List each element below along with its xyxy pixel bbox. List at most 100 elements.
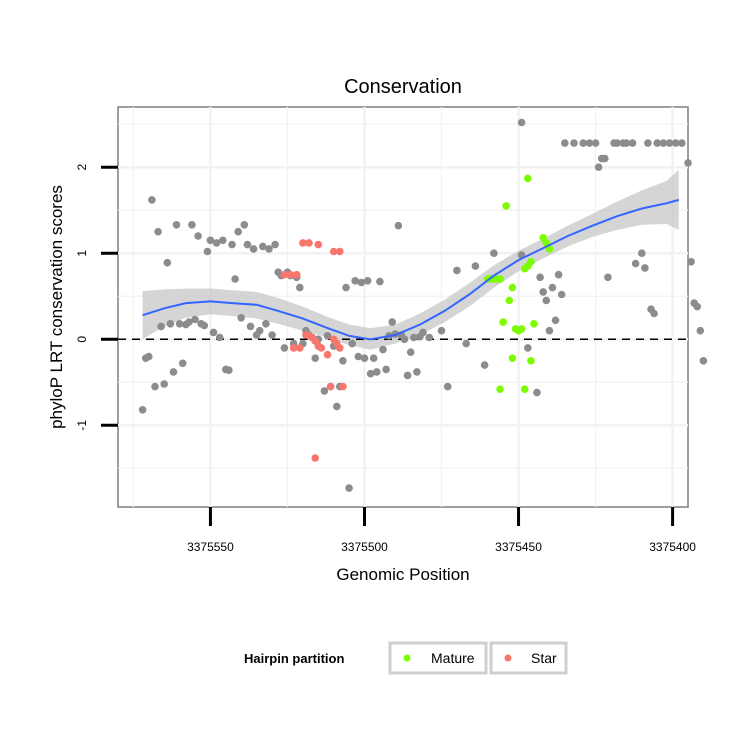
point-other	[259, 242, 267, 251]
point-other	[373, 368, 381, 376]
x-tick-label: 3375500	[341, 540, 388, 554]
point-mature	[520, 385, 529, 394]
legend-label-star: Star	[531, 650, 557, 666]
point-other	[203, 247, 212, 256]
point-star	[299, 239, 307, 247]
x-axis-title: Genomic Position	[336, 565, 469, 584]
point-other	[545, 326, 554, 335]
point-other	[462, 339, 471, 348]
point-other	[246, 322, 255, 331]
point-other	[585, 139, 594, 147]
point-other	[548, 283, 557, 292]
point-star	[311, 454, 320, 462]
y-axis-title: phyloP LRT conservation scores	[47, 185, 66, 429]
y-tick-label: 0	[75, 336, 89, 343]
point-other	[406, 348, 415, 357]
point-other	[342, 283, 350, 292]
point-other	[699, 357, 708, 365]
legend-title: Hairpin partition	[244, 651, 344, 666]
point-other	[671, 139, 680, 147]
point-other	[237, 314, 245, 322]
x-tick-label: 3375450	[495, 540, 542, 554]
y-tick-label: -1	[75, 420, 89, 431]
point-other	[591, 139, 600, 147]
point-other	[533, 388, 541, 397]
point-other	[296, 283, 304, 292]
point-other	[419, 328, 427, 337]
point-other	[601, 154, 609, 163]
point-mature	[499, 318, 507, 326]
point-star	[339, 382, 347, 391]
point-other	[687, 258, 695, 266]
point-other	[262, 320, 270, 328]
point-other	[219, 236, 227, 245]
point-other	[163, 258, 172, 267]
legend-key-star	[489, 641, 568, 675]
point-other	[360, 354, 369, 363]
point-other	[351, 277, 360, 285]
point-other	[557, 290, 566, 299]
x-tick-label: 3375550	[187, 540, 234, 554]
grid-lines	[118, 107, 688, 507]
point-other	[320, 387, 329, 395]
point-other	[594, 163, 603, 171]
point-other	[659, 139, 668, 147]
point-other	[579, 139, 587, 147]
point-other	[437, 326, 446, 335]
point-other	[194, 232, 202, 240]
point-star	[326, 382, 335, 391]
point-other	[410, 333, 418, 342]
point-other	[536, 273, 544, 282]
point-other	[212, 239, 221, 247]
point-other	[622, 139, 631, 147]
point-star	[305, 239, 313, 247]
point-other	[394, 221, 403, 230]
point-other	[357, 278, 366, 287]
point-other	[413, 368, 421, 376]
point-other	[157, 322, 165, 331]
point-other	[665, 139, 674, 147]
point-other	[240, 221, 249, 229]
point-other	[225, 366, 233, 375]
point-other	[539, 288, 547, 296]
confidence-ribbon	[142, 169, 679, 350]
point-other	[631, 259, 640, 268]
point-other	[234, 227, 242, 236]
point-other	[151, 382, 159, 391]
axes: 3375550 3375500 3375450 3375400 -1 0 1 2	[75, 164, 696, 554]
point-other	[348, 339, 357, 348]
point-other	[255, 326, 264, 335]
point-other	[175, 320, 184, 328]
legend: Hairpin partition Mature Star	[244, 641, 568, 675]
point-mature	[502, 202, 511, 210]
point-other	[271, 240, 279, 249]
point-other	[641, 264, 649, 272]
point-other	[178, 359, 187, 368]
point-other	[400, 335, 409, 344]
point-other	[696, 326, 705, 335]
point-other	[517, 118, 526, 127]
point-other	[268, 331, 276, 339]
point-other	[243, 240, 252, 249]
y-tick-label: 1	[75, 250, 89, 257]
point-other	[265, 245, 273, 253]
point-other	[570, 139, 578, 147]
point-other	[684, 159, 692, 167]
point-other	[453, 266, 461, 275]
point-star	[286, 270, 295, 279]
point-star	[289, 344, 298, 352]
point-other	[524, 344, 532, 352]
x-tick-label: 3375400	[649, 540, 696, 554]
point-other	[145, 352, 153, 361]
point-other	[638, 249, 646, 257]
confidence-ribbon-layer	[142, 169, 679, 350]
point-mature	[508, 283, 517, 292]
point-other	[542, 296, 551, 305]
point-star	[296, 344, 304, 352]
point-other	[249, 245, 258, 253]
point-mature	[517, 325, 526, 333]
point-other	[369, 354, 378, 363]
y-tick-label: 2	[75, 164, 89, 171]
point-other	[323, 332, 332, 340]
